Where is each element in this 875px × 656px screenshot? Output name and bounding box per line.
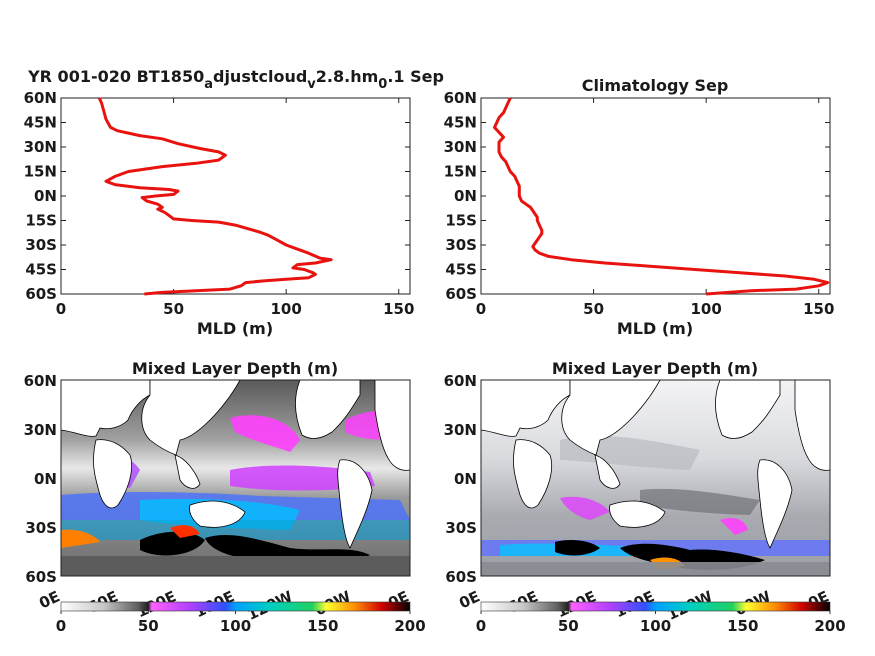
field-patch: [560, 496, 610, 520]
latitude-label: 60S: [25, 568, 57, 586]
field-patch: [230, 415, 300, 452]
y-tick-label: 15S: [445, 212, 477, 230]
y-tick-label: 60N: [444, 89, 477, 107]
latitude-label: 30N: [24, 421, 57, 439]
plot-frame: [480, 97, 831, 295]
y-tick-label: 45S: [25, 261, 57, 279]
latitude-label: 60S: [445, 568, 477, 586]
y-tick-label: 30N: [24, 138, 57, 156]
map-field: [60, 379, 411, 576]
latitude-tick-labels: 60N 30N 0N 30S 60S: [24, 372, 57, 586]
mld-profile-line: [97, 97, 333, 296]
x-tick-label: 100: [691, 300, 722, 318]
longitude-label: 0E: [456, 587, 482, 612]
continents: [480, 379, 831, 549]
map-title: Mixed Layer Depth (m): [552, 359, 758, 378]
latitude-label: 0N: [454, 470, 477, 488]
colorbar-tick-label: 150: [307, 617, 338, 635]
map-frame: [480, 379, 831, 577]
latitude-label: 30S: [25, 519, 57, 537]
y-tick-label: 15N: [24, 163, 57, 181]
latitude-label: 30S: [445, 519, 477, 537]
latitude-tick-labels: 60N 30N 0N 30S 60S: [444, 372, 477, 586]
field-patch: [555, 540, 600, 556]
field-patch: [170, 525, 200, 538]
x-tick-label: 150: [803, 300, 834, 318]
colorbar-tick-label: 100: [640, 617, 671, 635]
panel-title-experiment: YR 001-020 BT1850adjustcloudv2.8.hm0.1 S…: [27, 67, 444, 92]
panel-top-left: YR 001-020 BT1850adjustcloudv2.8.hm0.1 S…: [24, 67, 444, 338]
field-patch: [61, 520, 410, 540]
y-tick-label: 45S: [445, 261, 477, 279]
y-tick-label: 0N: [34, 187, 57, 205]
field-patch: [61, 556, 410, 576]
field-patch: [640, 488, 760, 515]
y-tick-label: 60S: [445, 285, 477, 303]
panel-top-right: Climatology Sep 60N45N30N15N0N15S30S45S6…: [444, 76, 835, 338]
colorbar-tick-label: 100: [220, 617, 251, 635]
x-tick-label: 100: [271, 300, 302, 318]
y-tick-label: 30S: [445, 236, 477, 254]
y-tick-label: 60N: [24, 89, 57, 107]
y-tick-label: 30S: [25, 236, 57, 254]
map-title: Mixed Layer Depth (m): [132, 359, 338, 378]
y-tick-label: 30N: [444, 138, 477, 156]
x-tick-label: 0: [476, 300, 486, 318]
continents: [60, 379, 411, 549]
y-tick-label: 15N: [444, 163, 477, 181]
map-field: [480, 379, 831, 576]
colorbar: [480, 601, 831, 612]
mld-profile-line: [493, 97, 830, 296]
y-tick-labels: 60N 45N 30N 15N 0N 15S 30S 45S 60S: [444, 89, 830, 303]
colorbar-tick-label: 50: [138, 617, 159, 635]
colorbar-tick-labels: 0 50 100 150 200: [476, 611, 846, 635]
x-axis-label: MLD (m): [197, 319, 273, 338]
y-tick-label: 60S: [25, 285, 57, 303]
x-tick-label: 50: [583, 300, 604, 318]
field-patch: [720, 518, 748, 535]
longitude-label: 0E: [36, 587, 62, 612]
x-axis-label: MLD (m): [617, 319, 693, 338]
field-patch: [481, 562, 830, 576]
colorbar-tick-label: 200: [394, 617, 425, 635]
panel-bottom-left-map: Mixed Layer Depth (m): [24, 359, 426, 635]
y-tick-label: 45N: [24, 114, 57, 132]
y-tick-label: 0N: [454, 187, 477, 205]
x-tick-label: 50: [163, 300, 184, 318]
colorbar-tick-label: 0: [56, 617, 66, 635]
colorbar-tick-labels: 0 50 100 150 200: [56, 611, 426, 635]
colorbar-tick-label: 50: [558, 617, 579, 635]
x-tick-label: 0: [56, 300, 66, 318]
field-patch: [61, 529, 100, 548]
y-tick-labels: 60N 45N 30N 15N 0N 15S 30S 45S 60S: [24, 89, 410, 303]
x-tick-labels: 0 50 100 150: [476, 98, 834, 318]
latitude-label: 60N: [444, 372, 477, 390]
colorbar: [60, 601, 411, 612]
field-patch: [140, 531, 205, 556]
x-tick-labels: 0 50 100 150: [56, 98, 414, 318]
y-tick-label: 45N: [444, 114, 477, 132]
panel-bottom-right-map: Mixed Layer Depth (m): [444, 359, 846, 635]
panel-title-climatology: Climatology Sep: [582, 76, 729, 95]
latitude-label: 0N: [34, 470, 57, 488]
map-frame: [60, 379, 411, 577]
colorbar-tick-label: 150: [727, 617, 758, 635]
colorbar-tick-label: 0: [476, 617, 486, 635]
latitude-label: 30N: [444, 421, 477, 439]
colorbar-tick-label: 200: [814, 617, 845, 635]
x-tick-label: 150: [383, 300, 414, 318]
y-tick-label: 15S: [25, 212, 57, 230]
latitude-label: 60N: [24, 372, 57, 390]
